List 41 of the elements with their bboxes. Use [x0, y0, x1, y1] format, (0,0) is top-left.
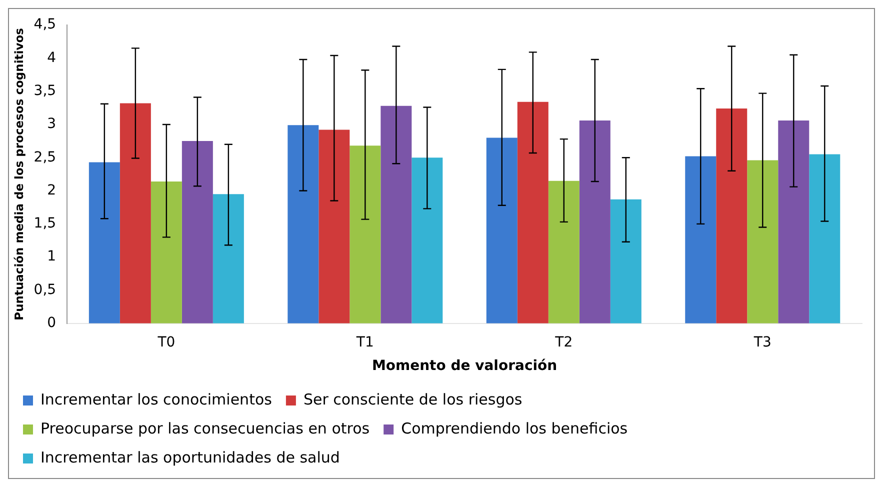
legend-label: Ser consciente de los riesgos [303, 390, 522, 408]
y-axis-title: Puntuación media de los procesos cognitivos [12, 28, 26, 320]
bar [685, 156, 716, 324]
legend-label: Preocuparse por las consecuencias en otros [40, 419, 370, 438]
bar [120, 103, 151, 324]
bar [318, 130, 350, 324]
y-tick-label: 0 [47, 315, 56, 332]
legend-label: Incrementar las oportunidades de salud [40, 448, 340, 466]
bar [548, 180, 580, 324]
bar [809, 154, 840, 324]
legend-label: Incrementar los conocimientos [40, 390, 272, 408]
x-tick-label: T2 [554, 334, 573, 350]
x-tick-label: T0 [156, 334, 176, 350]
y-tick-label: 2,5 [34, 149, 56, 166]
bar [212, 194, 244, 324]
bar [88, 162, 120, 324]
y-tick-label: 2 [47, 182, 56, 198]
y-tick-label: 0,5 [34, 282, 56, 298]
bar [579, 120, 610, 324]
y-tick-label: 4,5 [34, 16, 56, 33]
bar [412, 158, 443, 324]
bar [182, 141, 213, 324]
bar [350, 146, 381, 324]
bar [517, 102, 548, 324]
x-tick-label: T3 [752, 334, 772, 350]
y-tick-label: 4 [47, 50, 56, 66]
y-tick-label: 3 [47, 116, 56, 132]
y-tick-label: 1,5 [34, 216, 56, 232]
bar [716, 108, 748, 324]
y-tick-label: 3,5 [34, 82, 56, 99]
bar [747, 160, 778, 324]
bar [288, 125, 319, 324]
bar [486, 138, 518, 324]
bar [380, 106, 412, 324]
x-tick-label: T1 [355, 334, 374, 350]
x-axis-title: Momento de valoración [372, 358, 558, 374]
bar [778, 120, 810, 324]
legend-label: Comprendiendo los beneficios [401, 419, 628, 438]
bar [150, 181, 182, 324]
y-tick-label: 1 [47, 248, 56, 265]
bar [610, 199, 642, 324]
